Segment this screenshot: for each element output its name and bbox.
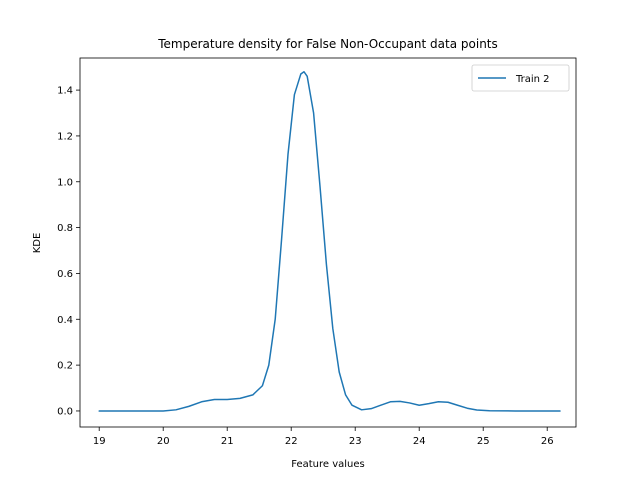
x-tick-label: 21 bbox=[221, 436, 234, 447]
plot-area bbox=[98, 71, 561, 412]
y-axis-title: KDE bbox=[32, 233, 43, 254]
y-tick-label: 0.4 bbox=[57, 315, 73, 326]
chart-title: Temperature density for False Non-Occupa… bbox=[157, 37, 498, 51]
x-axis: 19 20 21 22 23 24 25 26 bbox=[93, 427, 554, 447]
x-axis-title: Feature values bbox=[291, 459, 365, 470]
y-tick-label: 0.2 bbox=[57, 361, 73, 372]
y-tick-label: 1.4 bbox=[57, 86, 73, 97]
legend-label-train-2: Train 2 bbox=[515, 74, 550, 85]
legend-box bbox=[471, 64, 570, 92]
x-tick-label: 23 bbox=[349, 436, 362, 447]
y-tick-label: 1.2 bbox=[57, 131, 73, 142]
y-tick-label: 0.8 bbox=[57, 223, 73, 234]
x-tick-label: 26 bbox=[541, 436, 554, 447]
legend: Train 2 bbox=[471, 64, 570, 92]
y-tick-label: 1.0 bbox=[57, 177, 73, 188]
y-axis: 0.0 0.2 0.4 0.6 0.8 1.0 1.2 1.4 bbox=[57, 86, 80, 417]
x-tick-label: 20 bbox=[157, 436, 170, 447]
axes-frame bbox=[79, 57, 577, 428]
y-tick-label: 0.6 bbox=[57, 269, 73, 280]
x-tick-label: 22 bbox=[285, 436, 298, 447]
x-tick-label: 19 bbox=[93, 436, 106, 447]
y-tick-label: 0.0 bbox=[57, 406, 73, 417]
x-tick-label: 24 bbox=[413, 436, 426, 447]
series-line-train-2 bbox=[98, 71, 561, 412]
x-tick-label: 25 bbox=[477, 436, 490, 447]
